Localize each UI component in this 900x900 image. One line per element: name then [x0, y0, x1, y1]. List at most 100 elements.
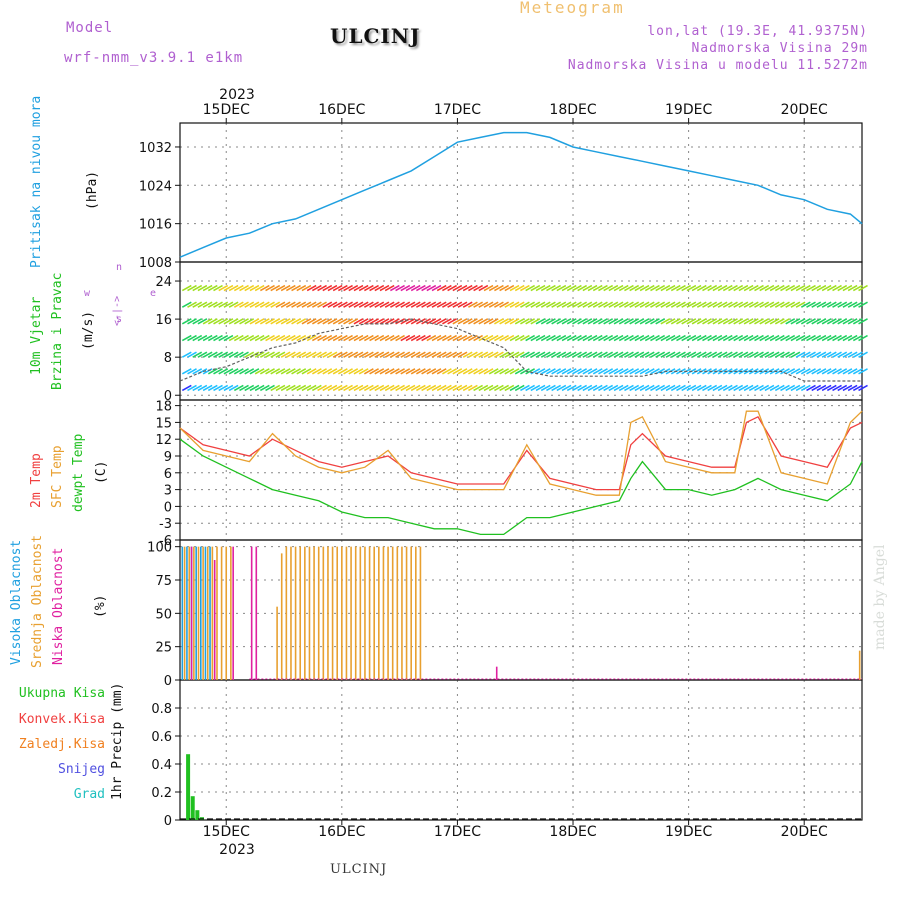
y-tick-label: 0: [164, 674, 172, 689]
wind-barb: [379, 301, 390, 308]
wind-barb: [660, 334, 671, 342]
wind-barb: [301, 384, 312, 392]
wind-barb: [197, 334, 208, 342]
wind-barb: [728, 301, 738, 308]
wind-barb: [265, 301, 275, 308]
wind-barb: [384, 384, 395, 392]
wind-barb: [306, 334, 317, 342]
date-label-bottom: 19DEC: [665, 824, 712, 840]
wind-barb: [598, 384, 608, 392]
wind-barb: [343, 334, 353, 342]
wind-barb: [421, 384, 431, 392]
wind-barb: [358, 284, 369, 292]
wind-barb: [280, 351, 291, 358]
wind-barb: [577, 284, 588, 292]
wind-barb: [722, 301, 733, 308]
wind-barb: [499, 384, 510, 392]
wind-barb: [525, 301, 536, 308]
wind-barb: [275, 334, 286, 342]
wind-barb: [826, 351, 837, 358]
wind-barb: [311, 318, 322, 325]
wind-barb: [306, 284, 317, 292]
wind-barb: [800, 334, 811, 342]
wind-barb: [322, 368, 333, 375]
wind-barb: [348, 284, 359, 292]
wind-barb: [728, 284, 738, 292]
wind-barb: [239, 384, 249, 392]
wind-barb: [702, 318, 712, 325]
wind-barb: [374, 284, 385, 292]
wind-barb: [270, 384, 281, 392]
wind-barb: [384, 301, 395, 308]
wind-barb: [494, 334, 504, 342]
wind-barb: [337, 318, 348, 325]
wind-barb: [218, 351, 229, 358]
wind-barb: [665, 301, 676, 308]
wind-barb: [405, 334, 416, 342]
wind-barb: [650, 318, 660, 325]
wind-barb: [566, 301, 577, 308]
wind-barb: [852, 318, 863, 325]
wind-barb: [676, 384, 686, 392]
wind-barb: [582, 384, 593, 392]
wind-barb: [301, 284, 312, 292]
wind-barb: [509, 384, 520, 392]
wind-barb: [707, 301, 718, 308]
wind-barb: [592, 368, 603, 375]
wind-barb: [639, 301, 650, 308]
wind-barb: [400, 384, 411, 392]
wind-barb: [452, 318, 463, 325]
wind-barb: [509, 301, 520, 308]
wind-barb: [847, 384, 858, 392]
wind-barb: [681, 318, 692, 325]
wind-barb: [858, 384, 868, 392]
wind-barb: [421, 284, 431, 292]
wind-barb: [837, 384, 848, 392]
wind-barb: [769, 284, 780, 292]
wind-barb: [613, 384, 624, 392]
wind-barb: [462, 318, 473, 325]
wind-barb: [473, 301, 483, 308]
wind-barb: [754, 351, 764, 358]
wind-barb: [780, 384, 790, 392]
wind-barb: [816, 368, 827, 375]
wind-compass-s: s: [116, 314, 123, 325]
wind-barb: [379, 368, 390, 375]
wind-barb: [670, 284, 681, 292]
wind-barb: [285, 384, 296, 392]
wind-barb: [494, 368, 504, 375]
wind-barb: [748, 351, 759, 358]
wind-barb: [582, 284, 593, 292]
wind-barb: [556, 284, 567, 292]
wind-barb: [285, 334, 296, 342]
wind-barb: [852, 351, 863, 358]
wind-barb: [556, 334, 567, 342]
wind-barb: [774, 318, 785, 325]
wind-barb: [816, 284, 827, 292]
year-label-top: 2023: [219, 87, 255, 103]
wind-barb: [499, 301, 510, 308]
wind-barb: [764, 301, 775, 308]
wind-barb: [644, 318, 655, 325]
wind-barb: [608, 318, 619, 325]
wind-barb: [244, 318, 255, 325]
wind-barb: [457, 334, 468, 342]
wind-barb: [457, 284, 468, 292]
date-label-top: 17DEC: [434, 102, 481, 118]
wind-barb: [213, 384, 223, 392]
wind-barb: [395, 318, 405, 325]
precip-bar: [190, 796, 195, 820]
wind-barb: [644, 351, 655, 358]
wind-barb: [603, 351, 614, 358]
wind-barb: [826, 368, 837, 375]
wind-barb: [473, 334, 483, 342]
wind-barb: [696, 334, 707, 342]
wind-barb: [592, 384, 603, 392]
wind-barb: [858, 351, 868, 358]
wind-barb: [764, 284, 775, 292]
wind-barb: [207, 368, 218, 375]
wind-barb: [644, 284, 655, 292]
wind-barb: [228, 368, 239, 375]
wind-barb: [317, 318, 327, 325]
wind-barb: [618, 351, 629, 358]
